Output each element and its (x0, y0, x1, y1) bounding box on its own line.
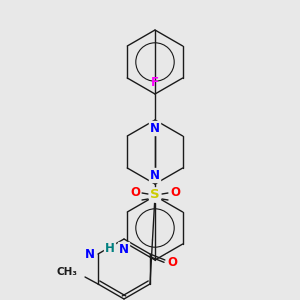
Text: O: O (167, 256, 177, 268)
Text: S: S (150, 188, 160, 202)
Text: F: F (151, 76, 159, 88)
Text: O: O (130, 185, 140, 199)
Text: CH₃: CH₃ (56, 267, 77, 277)
Text: N: N (150, 122, 160, 135)
Text: N: N (85, 248, 95, 260)
Text: H: H (105, 242, 115, 256)
Text: O: O (170, 185, 180, 199)
Text: N: N (150, 169, 160, 182)
Text: N: N (119, 243, 129, 256)
